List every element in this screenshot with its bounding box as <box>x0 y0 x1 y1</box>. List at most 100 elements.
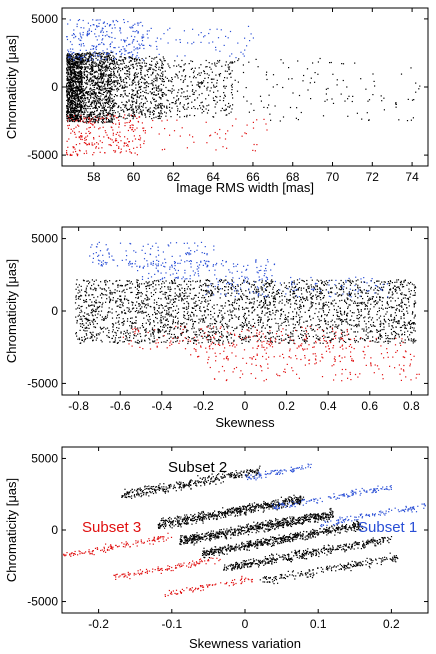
data-point <box>118 122 120 124</box>
data-point <box>98 87 101 89</box>
data-point <box>334 321 336 323</box>
data-point <box>368 321 370 323</box>
data-point <box>152 68 154 70</box>
data-point <box>79 59 81 61</box>
data-point <box>178 98 180 100</box>
data-point <box>76 59 78 61</box>
data-point <box>391 294 393 296</box>
data-point <box>171 280 173 282</box>
data-point <box>117 79 119 81</box>
data-point <box>93 103 95 105</box>
data-point <box>76 56 78 58</box>
data-point <box>124 90 126 92</box>
data-point <box>175 102 177 104</box>
data-point <box>184 63 186 65</box>
data-point <box>118 59 120 61</box>
data-point <box>110 58 112 60</box>
data-point <box>132 127 134 129</box>
data-point <box>395 106 397 108</box>
data-point <box>82 85 84 88</box>
data-point <box>101 99 103 102</box>
data-point <box>71 84 73 86</box>
data-point <box>70 87 72 90</box>
data-point <box>132 93 134 95</box>
data-point <box>172 320 174 322</box>
data-point <box>176 114 178 116</box>
data-point <box>75 99 77 102</box>
data-point <box>98 52 100 54</box>
data-point <box>173 65 175 67</box>
data-point <box>123 330 125 332</box>
data-point <box>191 312 194 314</box>
data-point <box>213 86 215 88</box>
data-point <box>90 96 92 98</box>
data-point <box>66 140 68 142</box>
data-point <box>210 87 212 89</box>
data-point <box>102 73 104 75</box>
data-point <box>310 297 312 299</box>
data-point <box>120 60 122 62</box>
data-point <box>138 57 140 59</box>
data-point <box>245 87 247 89</box>
data-point <box>85 150 87 152</box>
data-point <box>174 309 177 311</box>
data-point <box>414 314 416 316</box>
data-point <box>87 30 89 32</box>
data-point <box>189 76 191 78</box>
data-point <box>215 95 217 98</box>
data-point <box>76 111 78 113</box>
data-point <box>102 107 104 109</box>
data-point <box>167 42 169 44</box>
data-point <box>66 54 68 56</box>
data-point <box>79 74 81 76</box>
data-point <box>97 63 99 65</box>
data-point <box>349 339 351 341</box>
data-point <box>113 58 115 60</box>
data-point <box>126 329 128 331</box>
data-point <box>111 97 113 100</box>
data-point <box>89 322 91 324</box>
data-point <box>152 72 154 74</box>
data-point <box>101 82 103 84</box>
data-point <box>210 328 212 330</box>
data-point <box>89 118 91 120</box>
data-point <box>135 76 137 78</box>
data-point <box>148 83 150 85</box>
data-point <box>310 292 312 294</box>
data-point <box>85 326 87 328</box>
data-point <box>155 105 157 107</box>
data-point <box>270 314 272 316</box>
data-point <box>125 39 127 42</box>
data-point <box>160 107 162 109</box>
data-point <box>106 117 108 119</box>
data-point <box>200 72 202 74</box>
data-point <box>238 318 240 320</box>
data-point <box>132 79 135 81</box>
data-point <box>79 58 81 60</box>
data-point <box>348 333 350 335</box>
data-point <box>112 21 114 23</box>
data-point <box>98 119 100 121</box>
data-point <box>155 88 158 90</box>
data-point <box>118 46 120 48</box>
data-point <box>82 61 84 63</box>
data-point <box>84 111 86 114</box>
data-point <box>261 287 264 289</box>
data-point <box>298 94 301 97</box>
data-point <box>102 118 105 120</box>
data-point <box>144 130 146 132</box>
data-point <box>225 85 227 87</box>
data-point <box>128 43 130 46</box>
data-point <box>81 60 84 62</box>
data-point <box>404 342 406 344</box>
data-point <box>220 110 222 112</box>
data-point <box>168 79 170 81</box>
data-point <box>160 98 162 100</box>
data-point <box>85 67 87 69</box>
data-point <box>270 326 272 328</box>
data-point <box>360 302 362 304</box>
data-point <box>117 116 120 118</box>
data-point <box>80 72 82 74</box>
data-point <box>80 132 82 134</box>
data-point <box>139 144 141 146</box>
